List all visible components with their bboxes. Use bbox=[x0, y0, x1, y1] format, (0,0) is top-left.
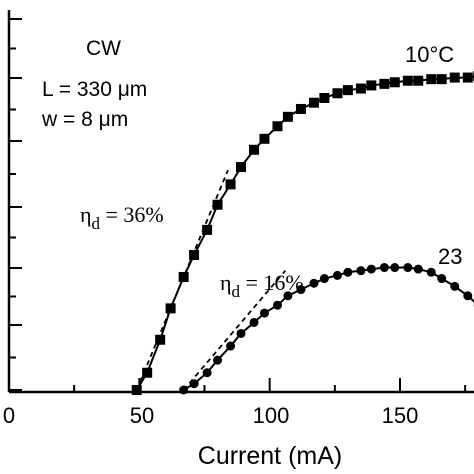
data-point-square bbox=[131, 385, 142, 395]
temperature-label-low: 23 bbox=[438, 244, 462, 269]
efficiency-label-low: ηd = 16% bbox=[220, 270, 304, 301]
data-point-square bbox=[212, 199, 223, 210]
data-point-circle bbox=[390, 263, 400, 273]
data-point-circle bbox=[356, 266, 366, 276]
data-point-square bbox=[282, 111, 293, 122]
data-point-square bbox=[259, 133, 270, 144]
data-point-circle bbox=[426, 267, 436, 277]
data-point-circle bbox=[272, 300, 282, 310]
data-point-square bbox=[272, 121, 283, 132]
temperature-label-high: 10°C bbox=[405, 42, 454, 67]
length-label: L = 330 μm bbox=[42, 78, 147, 101]
data-point-square bbox=[402, 75, 413, 86]
series-curves bbox=[135, 75, 474, 391]
data-point-square bbox=[155, 334, 166, 345]
series-line-high-temp bbox=[135, 75, 474, 391]
data-point-square bbox=[308, 97, 319, 108]
x-tick-label: 150 bbox=[382, 403, 419, 428]
mode-label: CW bbox=[86, 37, 121, 60]
x-axis-label: Current (mA) bbox=[198, 442, 342, 470]
data-point-square bbox=[342, 85, 353, 96]
data-point-circle bbox=[437, 274, 447, 284]
data-point-circle bbox=[379, 263, 389, 273]
data-point-circle bbox=[236, 328, 246, 338]
data-point-circle bbox=[283, 291, 293, 301]
data-point-square bbox=[178, 271, 189, 282]
data-point-circle bbox=[403, 263, 413, 273]
data-point-circle bbox=[366, 264, 376, 274]
data-point-circle bbox=[226, 341, 236, 351]
data-point-square bbox=[389, 77, 400, 88]
data-point-square bbox=[249, 144, 260, 155]
data-point-circle bbox=[343, 267, 353, 277]
data-point-circle bbox=[213, 355, 223, 365]
x-tick-label: 50 bbox=[130, 403, 154, 428]
data-point-square bbox=[355, 83, 366, 94]
data-point-circle bbox=[202, 368, 212, 378]
data-point-circle bbox=[259, 308, 269, 318]
data-point-circle bbox=[413, 264, 423, 274]
data-point-square bbox=[319, 92, 330, 103]
data-point-circle bbox=[450, 281, 460, 291]
data-point-square bbox=[235, 162, 246, 173]
data-point-circle bbox=[309, 278, 319, 288]
data-point-square bbox=[436, 74, 447, 85]
data-point-square bbox=[189, 249, 200, 260]
data-point-circle bbox=[319, 274, 329, 284]
axes bbox=[7, 10, 474, 394]
x-tick-label: 0 bbox=[3, 403, 15, 428]
fit-line bbox=[182, 270, 286, 391]
data-point-square bbox=[462, 72, 473, 83]
data-point-square bbox=[449, 72, 460, 83]
data-point-square bbox=[142, 367, 153, 378]
data-point-square bbox=[413, 75, 424, 86]
data-point-square bbox=[379, 78, 390, 89]
data-point-square bbox=[366, 80, 377, 91]
data-point-square bbox=[165, 303, 176, 314]
data-point-square bbox=[426, 74, 437, 85]
series-markers bbox=[131, 71, 474, 395]
data-point-square bbox=[202, 224, 213, 235]
width-label: w = 8 μm bbox=[41, 108, 128, 131]
data-point-circle bbox=[332, 270, 342, 280]
data-point-circle bbox=[249, 317, 259, 327]
data-point-circle bbox=[463, 291, 473, 301]
data-point-square bbox=[295, 103, 306, 114]
data-point-circle bbox=[296, 285, 306, 295]
x-tick-label: 100 bbox=[253, 403, 290, 428]
data-point-circle bbox=[189, 379, 199, 389]
data-point-circle bbox=[179, 385, 189, 395]
efficiency-label-high: ηd = 36% bbox=[80, 202, 164, 233]
data-point-square bbox=[332, 88, 343, 99]
data-point-square bbox=[225, 179, 236, 190]
